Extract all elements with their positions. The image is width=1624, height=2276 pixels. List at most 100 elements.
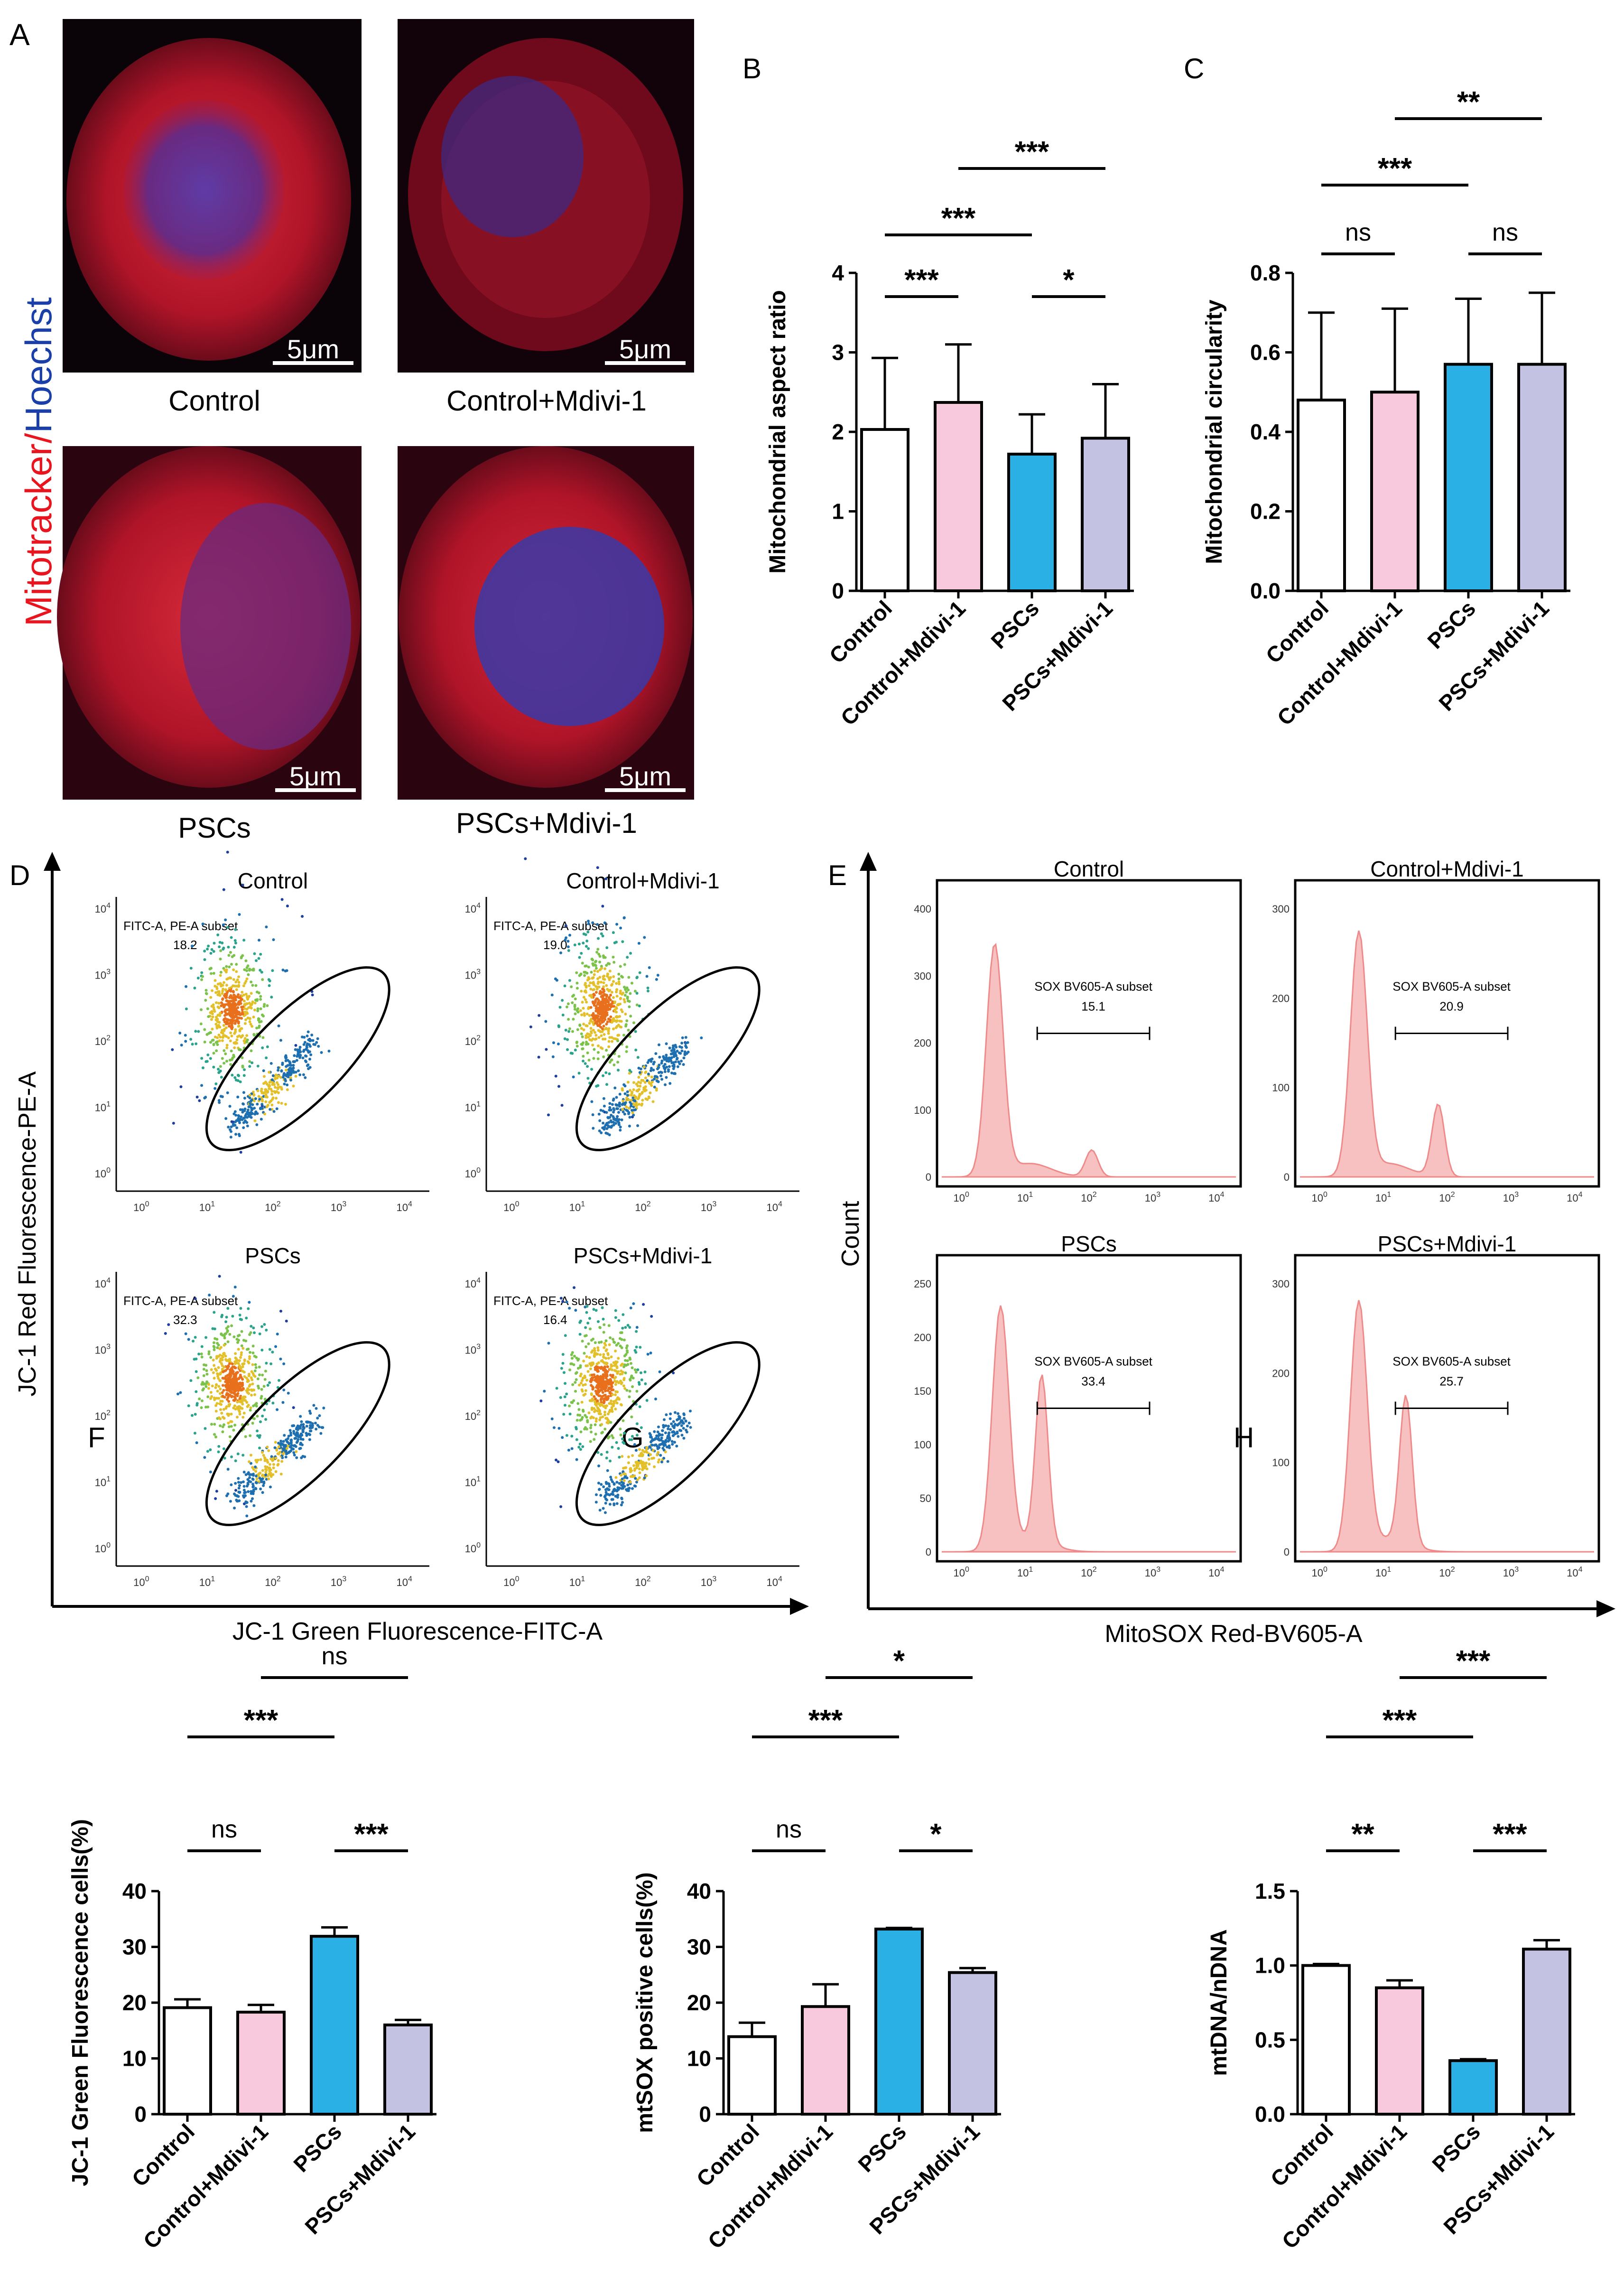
- x-tick-label: 100: [954, 1566, 969, 1579]
- event-dot: [200, 978, 203, 981]
- event-dot: [200, 1355, 204, 1359]
- event-dot: [279, 1086, 283, 1089]
- event-dot: [248, 1355, 251, 1358]
- event-dot: [598, 1418, 602, 1422]
- event-dot: [672, 1430, 676, 1434]
- event-dot: [308, 1039, 312, 1043]
- panel-letter: E: [828, 859, 847, 891]
- event-dot: [575, 1378, 578, 1381]
- event-dot: [622, 1431, 626, 1435]
- event-dot: [245, 1376, 248, 1380]
- event-dot: [570, 1401, 573, 1404]
- event-dot: [660, 1078, 664, 1081]
- event-dot: [608, 1007, 612, 1011]
- event-dot: [593, 969, 596, 972]
- event-dot: [598, 1410, 602, 1413]
- event-dot: [672, 1063, 676, 1066]
- event-dot: [246, 964, 250, 968]
- event-dot: [671, 1434, 675, 1437]
- event-dot: [212, 1043, 215, 1046]
- y-tick-base: 10: [95, 1344, 106, 1356]
- event-dot: [600, 1131, 603, 1134]
- event-dot: [194, 1336, 197, 1339]
- event-dot: [589, 1034, 592, 1037]
- event-dot: [248, 1001, 251, 1005]
- event-dot: [581, 1390, 584, 1393]
- y-axis-label: mtSOX positive cells(%): [632, 1872, 658, 2133]
- event-dot: [245, 1389, 248, 1392]
- event-dot: [616, 1107, 619, 1110]
- caption-pscs: PSCs: [178, 812, 251, 844]
- event-dot: [590, 1031, 593, 1035]
- event-dot: [214, 1386, 217, 1390]
- y-tick-exponent: 1: [106, 1100, 111, 1108]
- event-dot: [218, 941, 222, 944]
- event-dot: [562, 1371, 566, 1374]
- event-dot: [267, 1449, 270, 1452]
- event-dot: [265, 1056, 268, 1060]
- event-dot: [636, 1089, 639, 1092]
- event-dot: [565, 1392, 568, 1396]
- gate-label: FITC-A, PE-A subset: [493, 919, 608, 933]
- event-dot: [287, 1068, 290, 1072]
- event-dot: [218, 1014, 222, 1017]
- event-dot: [539, 1399, 543, 1402]
- event-dot: [586, 1419, 589, 1422]
- event-dot: [221, 1425, 224, 1428]
- event-dot: [591, 1113, 594, 1117]
- event-dot: [612, 1118, 615, 1121]
- event-dot: [601, 1047, 604, 1050]
- event-dot: [665, 1042, 668, 1045]
- event-dot: [608, 1343, 611, 1346]
- event-dot: [662, 1426, 665, 1429]
- event-dot: [245, 1002, 248, 1006]
- significance-label: ***: [1456, 1645, 1491, 1678]
- x-tick-exponent: 0: [515, 1200, 520, 1208]
- event-dot: [301, 1443, 304, 1446]
- event-dot: [250, 1370, 253, 1373]
- event-dot: [602, 981, 605, 984]
- event-dot: [603, 1033, 606, 1036]
- event-dot: [614, 1309, 617, 1312]
- event-dot: [603, 1125, 606, 1129]
- event-dot: [638, 1382, 641, 1386]
- event-dot: [258, 1365, 261, 1369]
- event-dot: [629, 1358, 632, 1361]
- event-dot: [647, 1073, 650, 1076]
- event-dot: [200, 1352, 203, 1355]
- event-dot: [612, 1017, 615, 1020]
- event-dot: [240, 1115, 243, 1119]
- event-dot: [625, 1019, 629, 1023]
- event-dot: [620, 1483, 623, 1487]
- event-dot: [232, 1295, 235, 1298]
- x-tick-exponent: 4: [1578, 1191, 1583, 1199]
- event-dot: [663, 1070, 667, 1073]
- event-dot: [592, 982, 595, 986]
- event-dot: [604, 1376, 608, 1380]
- event-dot: [237, 1486, 241, 1490]
- event-dot: [626, 1359, 629, 1362]
- event-dot: [630, 1104, 633, 1108]
- event-dot: [616, 1372, 619, 1375]
- event-dot: [669, 1412, 672, 1416]
- event-dot: [608, 1102, 612, 1105]
- event-dot: [563, 1395, 566, 1399]
- event-dot: [225, 1003, 229, 1006]
- event-dot: [559, 1297, 563, 1300]
- event-dot: [643, 1081, 647, 1084]
- event-dot: [225, 1020, 229, 1023]
- event-dot: [194, 1030, 197, 1033]
- x-tick-base: 10: [1017, 1192, 1029, 1204]
- event-dot: [567, 1448, 570, 1452]
- event-dot: [583, 974, 586, 977]
- event-dot: [620, 1026, 623, 1029]
- y-tick-label: 104: [95, 902, 111, 915]
- event-dot: [675, 1445, 678, 1448]
- y-tick-label: 100: [95, 1541, 111, 1555]
- event-dot: [321, 1426, 325, 1429]
- event-dot: [684, 1035, 687, 1039]
- event-dot: [245, 1116, 249, 1119]
- event-dot: [289, 1434, 293, 1437]
- x-axis-arrowhead: [790, 1598, 809, 1615]
- event-dot: [568, 979, 571, 982]
